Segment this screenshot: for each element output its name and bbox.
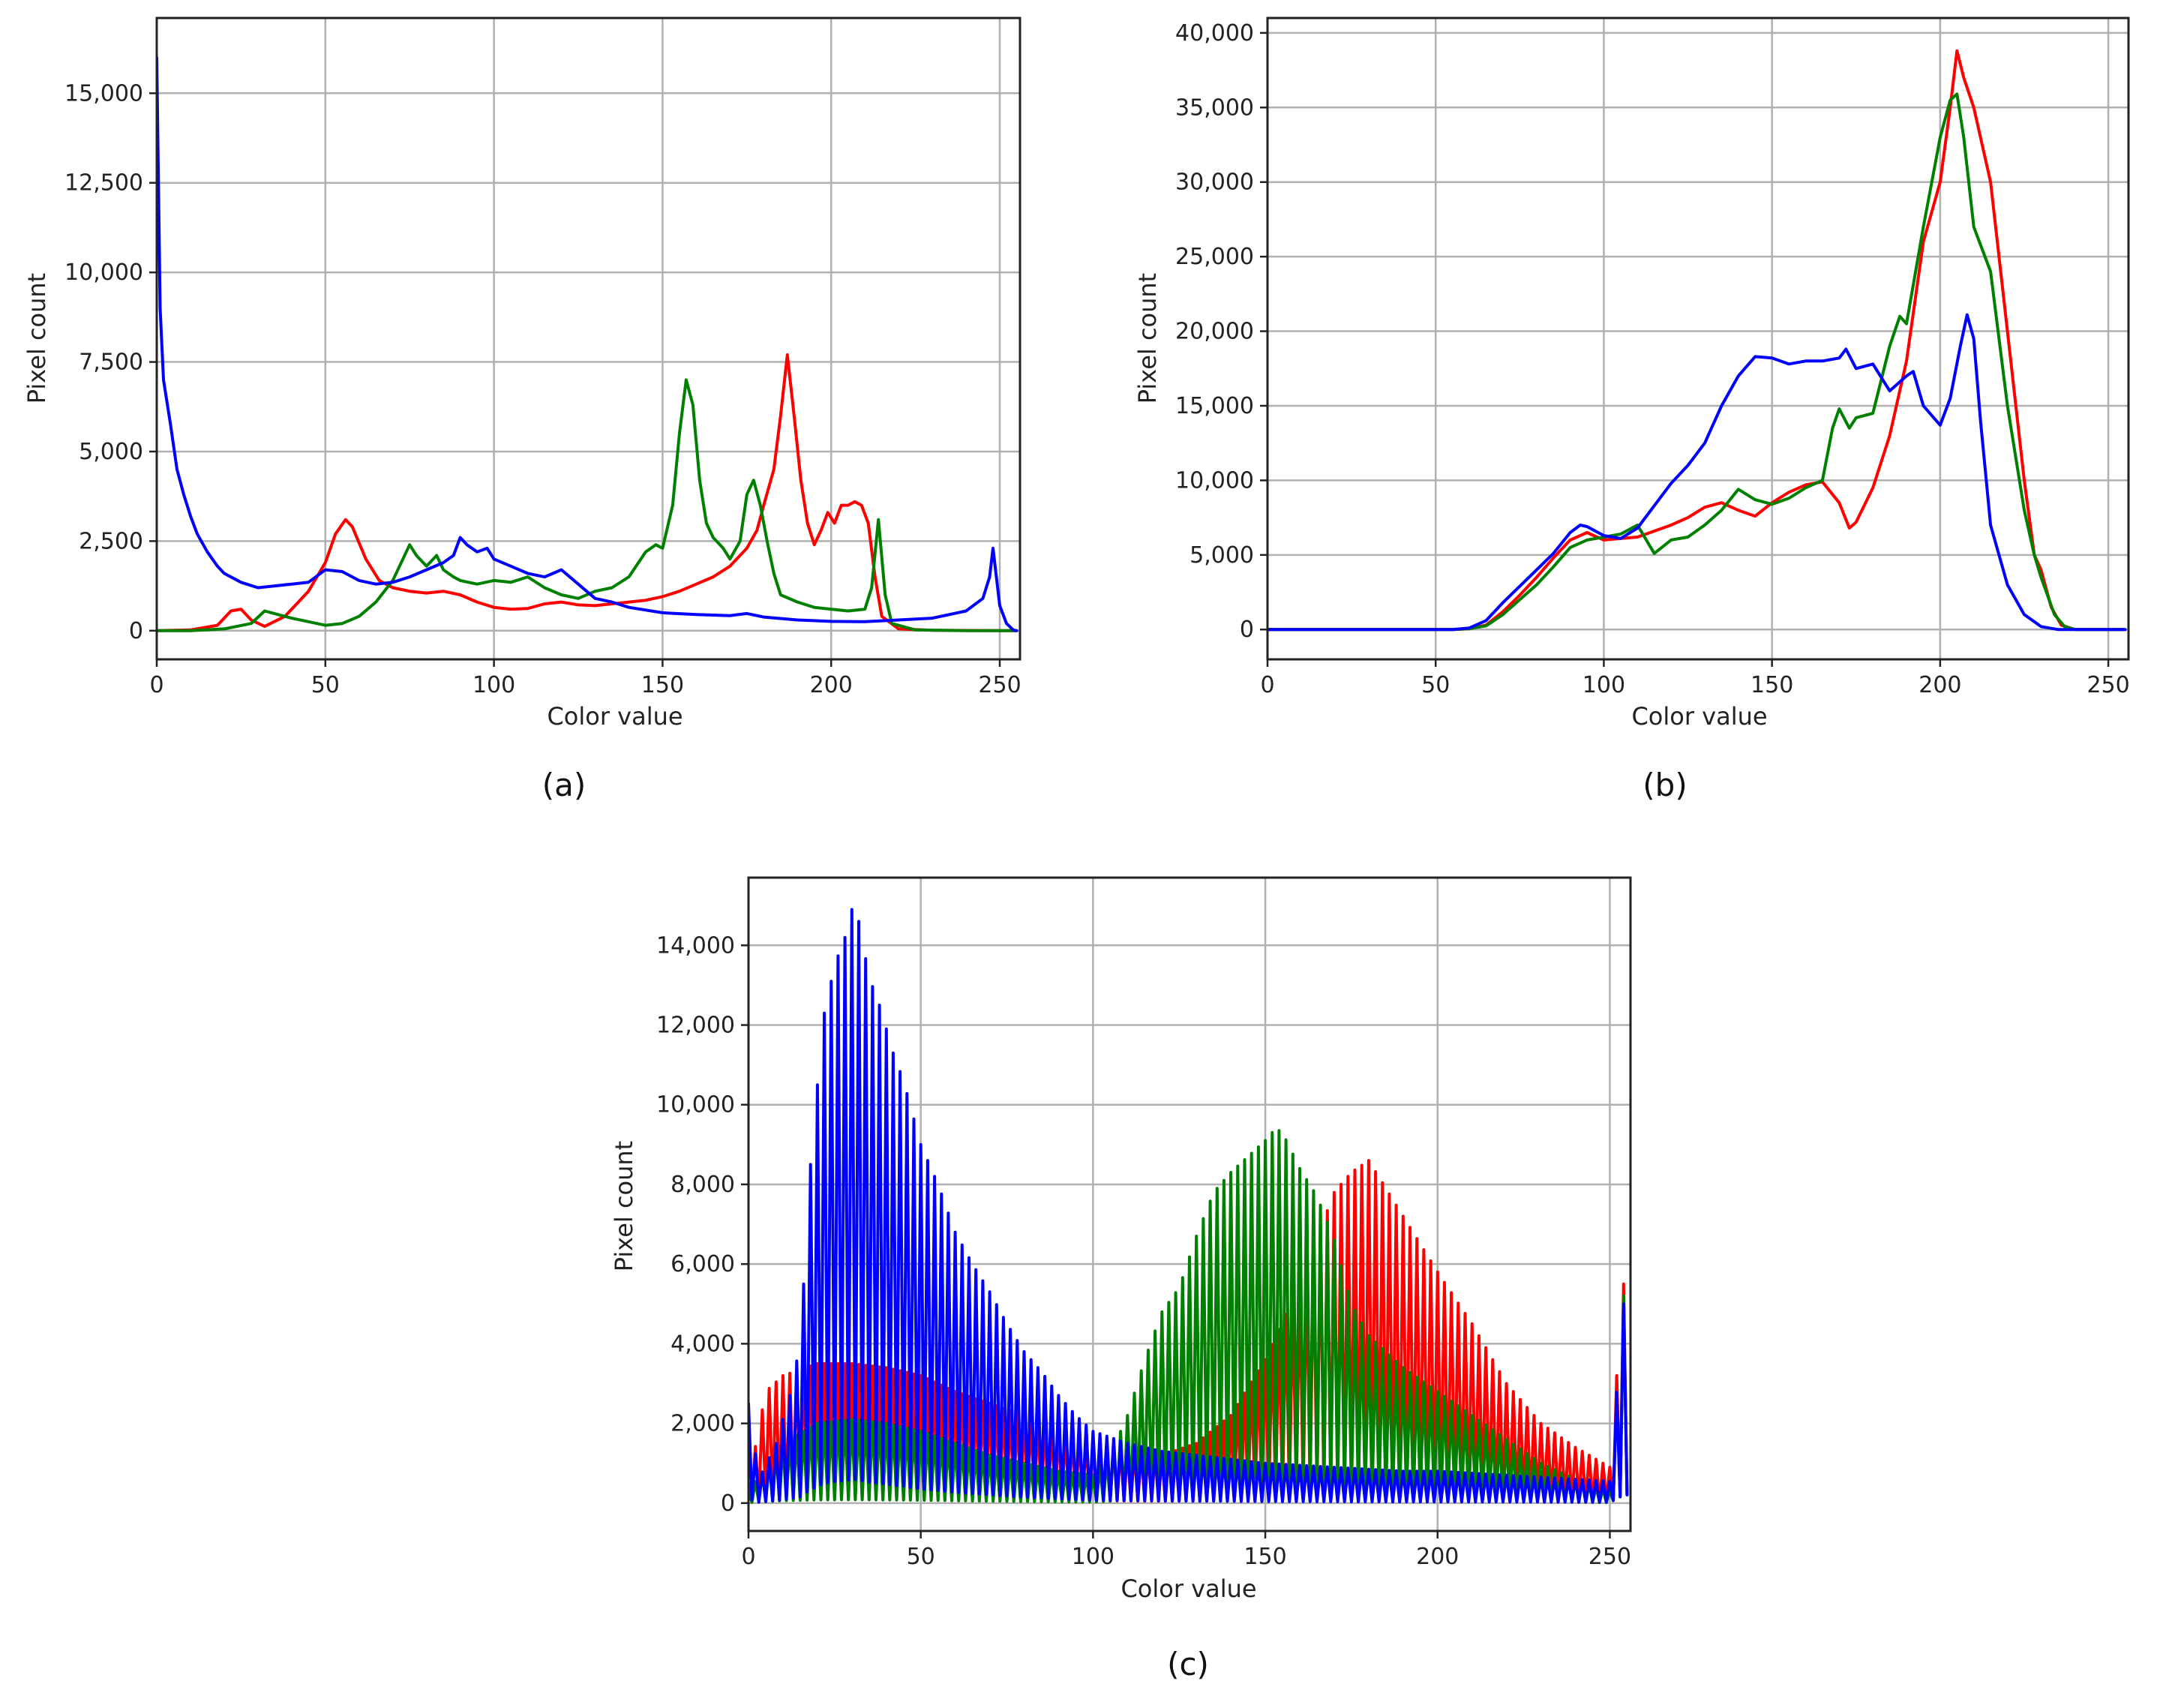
series-line-1 <box>1268 92 2127 632</box>
series-line-1 <box>157 378 1018 632</box>
x-tick-label: 100 <box>472 672 515 698</box>
x-tick-label: 50 <box>311 672 340 698</box>
y-tick-label: 40,000 <box>1175 20 1254 47</box>
y-tick-label: 2,500 <box>79 528 143 554</box>
x-axis-label: Color value <box>1120 1574 1256 1603</box>
y-tick-label: 30,000 <box>1175 170 1254 196</box>
x-tick-label: 100 <box>1072 1544 1114 1570</box>
y-tick-label: 15,000 <box>1175 393 1254 419</box>
panel-b-histogram: 0 50 100 150 200 250 0 5,000 10,000 15,000 20,000 2… <box>1133 17 2130 803</box>
y-tick-label: 12,000 <box>656 1013 735 1039</box>
y-axis-label: Pixel count <box>22 273 51 404</box>
series-line-2 <box>748 908 1629 1504</box>
y-tick-label: 0 <box>1240 617 1254 643</box>
y-tick-label: 15,000 <box>64 80 143 107</box>
series-line-0 <box>1268 49 2127 632</box>
y-tick-label: 5,000 <box>1190 542 1254 569</box>
series-line-2 <box>157 56 1018 632</box>
y-tick-label: 10,000 <box>64 260 143 286</box>
y-tick-label: 6,000 <box>670 1251 735 1277</box>
y-tick-label: 7,500 <box>79 350 143 376</box>
plot-frame <box>1266 17 2130 661</box>
y-tick-label: 10,000 <box>1175 467 1254 494</box>
y-tick-label: 0 <box>129 618 143 644</box>
x-tick-label: 200 <box>1918 672 1961 698</box>
y-axis-label: Pixel count <box>610 1141 638 1271</box>
plot-frame <box>747 876 1632 1532</box>
y-tick-label: 10,000 <box>656 1092 735 1118</box>
y-axis-label: Pixel count <box>1133 273 1162 404</box>
y-tick-label: 35,000 <box>1175 95 1254 121</box>
x-tick-label: 0 <box>149 672 164 698</box>
y-tick-label: 0 <box>721 1490 735 1517</box>
x-tick-label: 50 <box>907 1544 935 1570</box>
y-tick-label: 2,000 <box>670 1411 735 1437</box>
y-tick-label: 8,000 <box>670 1172 735 1198</box>
series-line-1 <box>748 1129 1629 1505</box>
x-tick-label: 250 <box>2086 672 2129 698</box>
x-tick-label: 250 <box>1588 1544 1631 1570</box>
panel-c-histogram: 0 50 100 150 200 250 0 2,000 4,000 6,000 8,000 10,0… <box>610 876 1632 1682</box>
x-tick-label: 150 <box>641 672 684 698</box>
series-line-0 <box>157 353 1018 632</box>
y-tick-label: 20,000 <box>1175 319 1254 345</box>
x-tick-label: 0 <box>1260 672 1274 698</box>
series-line-2 <box>1268 313 2127 632</box>
y-tick-label: 5,000 <box>79 439 143 465</box>
y-tick-label: 14,000 <box>656 932 735 959</box>
y-tick-label: 12,500 <box>64 170 143 197</box>
x-tick-label: 150 <box>1750 672 1793 698</box>
x-tick-label: 0 <box>741 1544 755 1570</box>
x-tick-label: 250 <box>978 672 1021 698</box>
x-tick-label: 100 <box>1582 672 1625 698</box>
x-tick-label: 50 <box>1421 672 1450 698</box>
panel-caption: (c) <box>1167 1646 1209 1682</box>
x-tick-label: 200 <box>1416 1544 1459 1570</box>
panel-caption: (b) <box>1642 767 1687 803</box>
y-tick-label: 25,000 <box>1175 244 1254 270</box>
x-axis-label: Color value <box>1631 702 1767 731</box>
x-axis-label: Color value <box>547 702 682 731</box>
y-tick-label: 4,000 <box>670 1331 735 1357</box>
panel-a-histogram: 0 50 100 150 200 250 0 2,500 5,000 7,500 10,000 12,… <box>22 17 1022 803</box>
panel-caption: (a) <box>542 767 586 803</box>
plot-frame <box>155 17 1022 661</box>
x-tick-label: 150 <box>1244 1544 1286 1570</box>
x-tick-label: 200 <box>810 672 853 698</box>
